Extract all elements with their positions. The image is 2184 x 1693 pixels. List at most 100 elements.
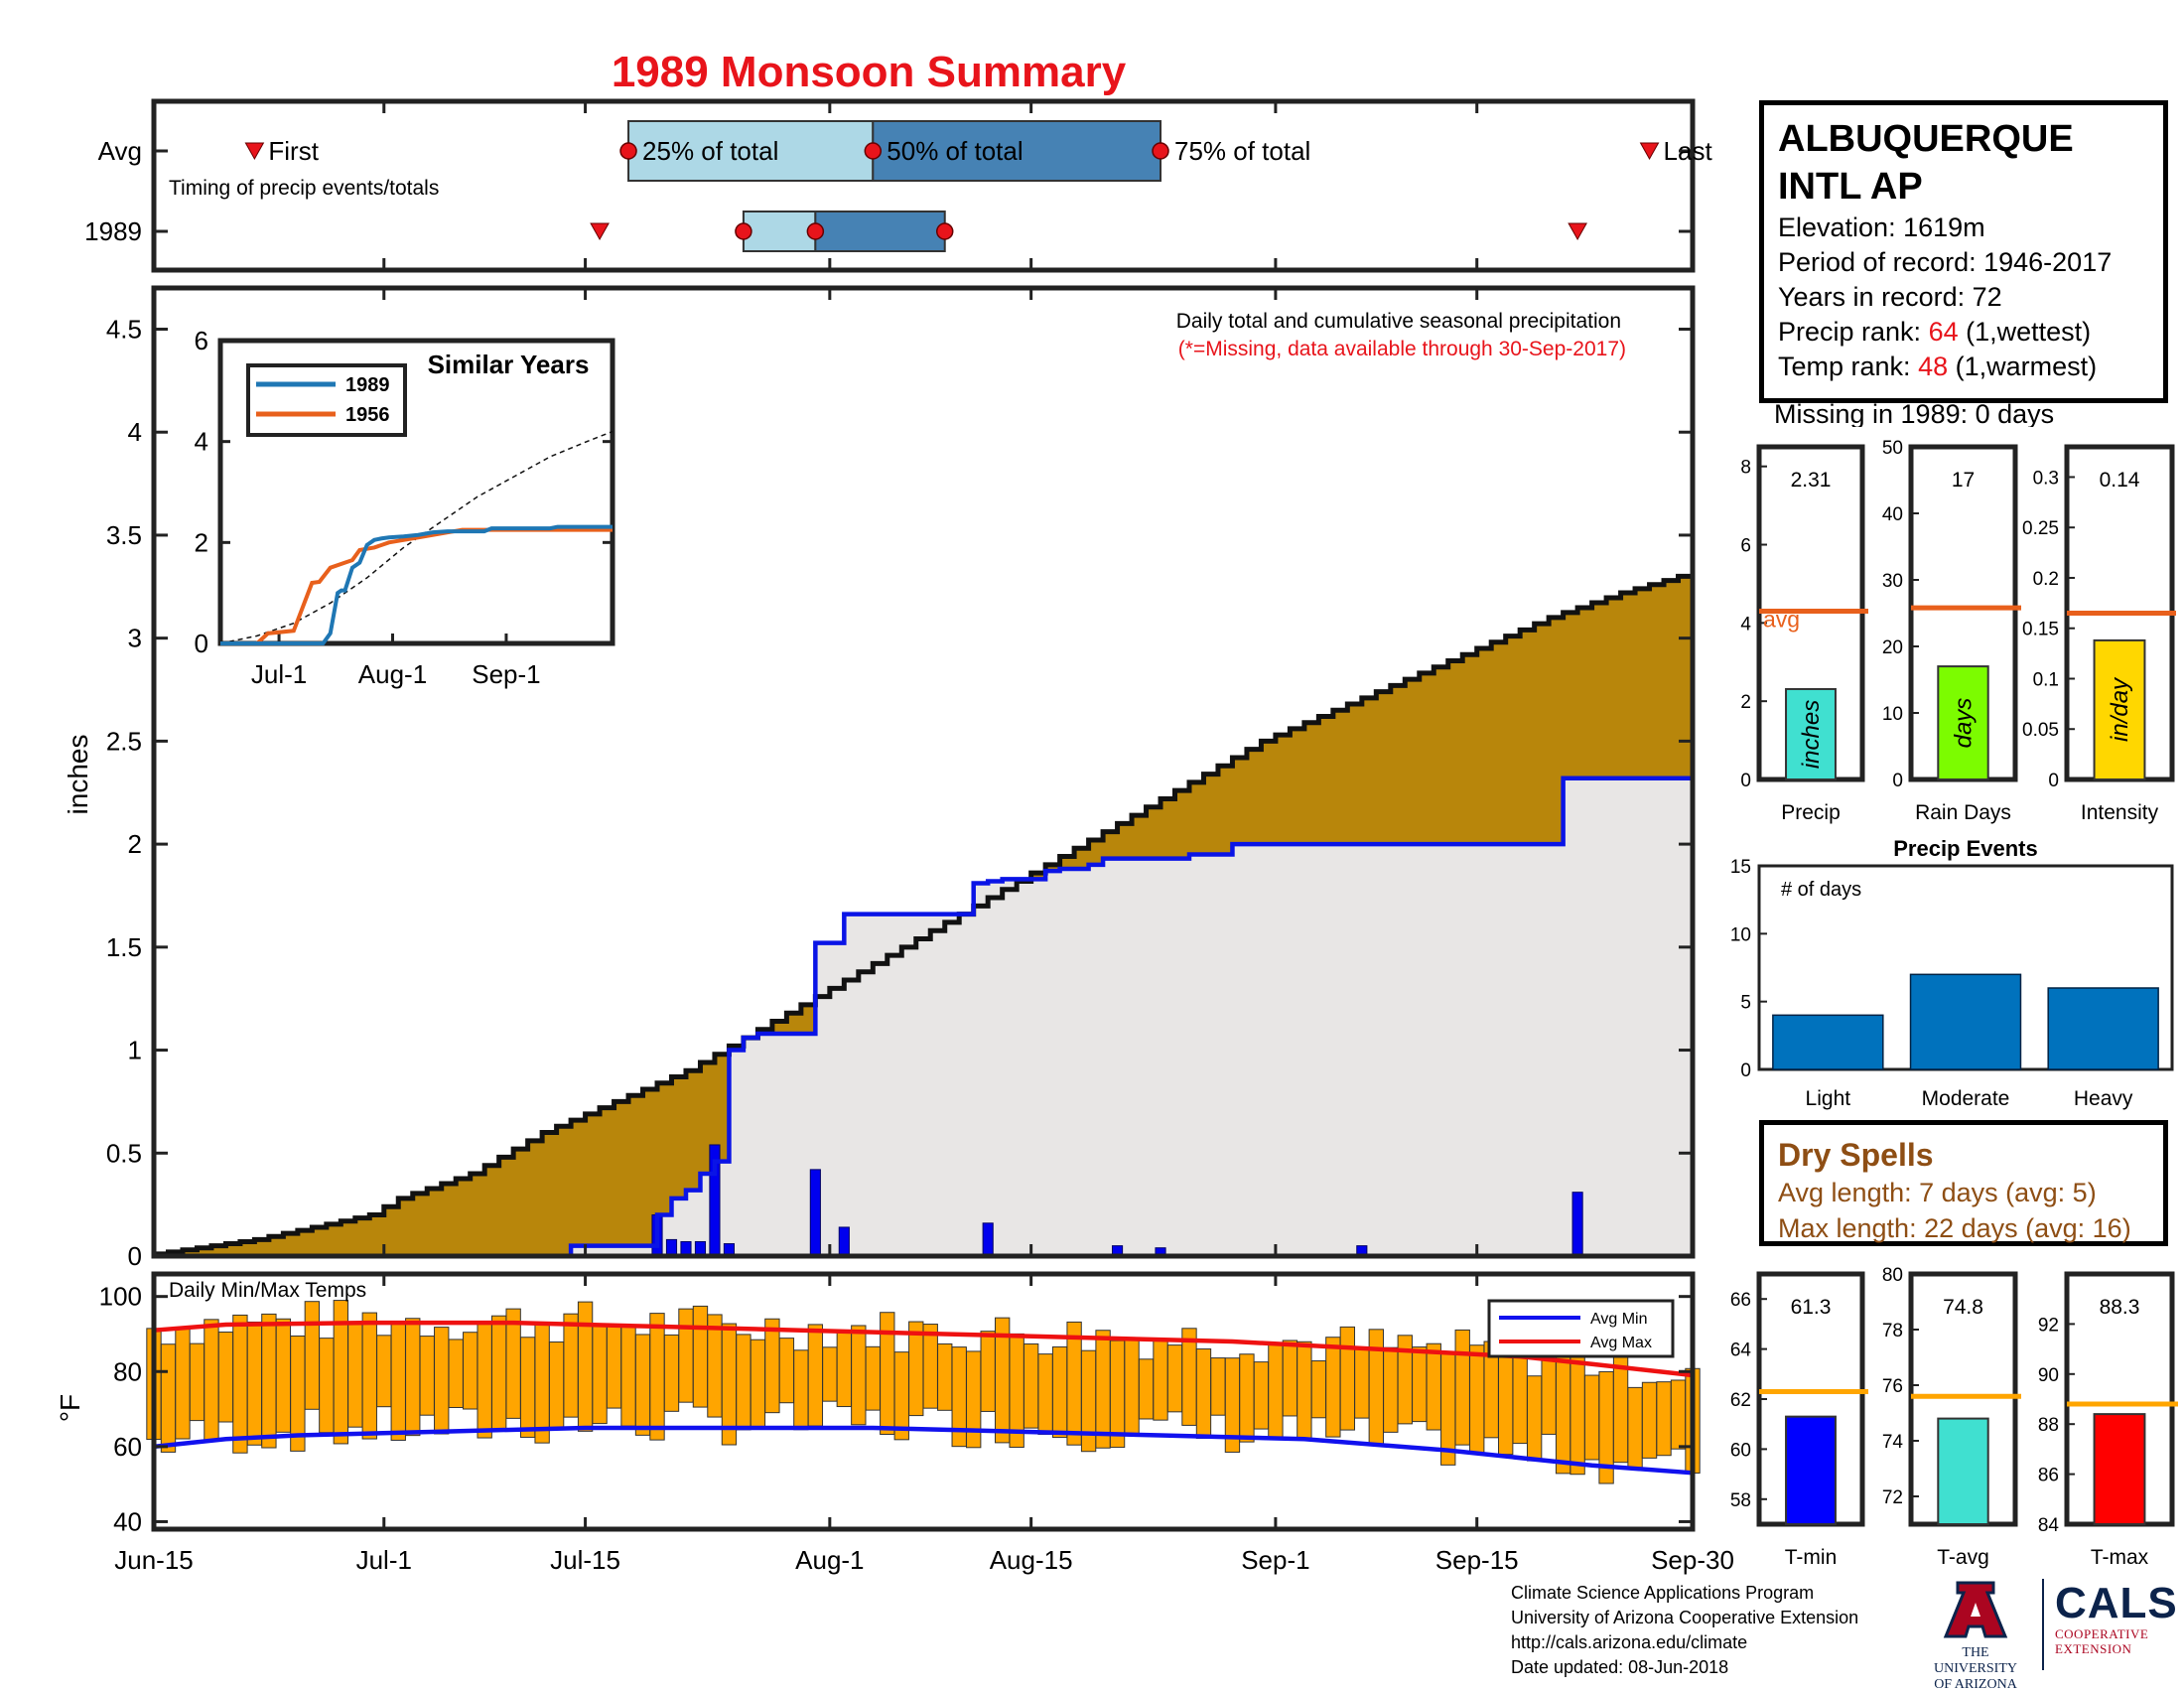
timing-box-25-50 — [742, 211, 817, 252]
footer-line1: Climate Science Applications Program — [1511, 1583, 1815, 1603]
temp-panel-T-avg-value-label: 74.8 — [1943, 1296, 1983, 1319]
daily-temp-bar — [1066, 1321, 1082, 1446]
daily-temp-bar — [1109, 1340, 1126, 1449]
precip-panel-Intensity-ytick-label: 0.05 — [2022, 720, 2059, 741]
timing-panel: Avg 1989 First Last 25% of total 50% of total… — [84, 98, 1713, 273]
temp-summary-bars: 58 60 62 64 66 61.3 T-min 72 74 76 78 80 74.8 T-avg 84… — [1730, 1265, 2178, 1569]
station-name-line1: ALBUQUERQUE — [1778, 118, 2074, 160]
daily-temp-bar — [217, 1332, 234, 1423]
precip-panel-Intensity-ytick-label: 0 — [2048, 771, 2059, 791]
precip-panel-Precip-unit: inches — [1798, 700, 1825, 769]
events-ylabel: # of days — [1781, 879, 1861, 901]
daily-temp-bar — [419, 1336, 435, 1416]
daily-temp-bar — [836, 1331, 853, 1408]
temps-frame — [151, 1271, 1696, 1532]
year-cumulative-area — [154, 777, 1693, 1256]
main-frame — [151, 285, 1696, 1259]
precip-panel-Intensity-unit: in/day — [2107, 676, 2133, 742]
daily-temp-bar — [319, 1338, 335, 1434]
station-info-box: ALBUQUERQUE INTL AP Elevation: 1619m Per… — [1759, 100, 2168, 403]
daily-temp-bar — [865, 1345, 881, 1411]
precip-panel-RainDays-value-label: 17 — [1952, 469, 1975, 492]
daily-temp-bar — [634, 1334, 651, 1436]
temp-panel-T-min-value-label: 61.3 — [1791, 1296, 1832, 1319]
precip-panel-Precip-ytick-label: 2 — [1740, 692, 1751, 713]
daily-temp-bar — [592, 1325, 608, 1425]
dry-spells-title: Dry Spells — [1778, 1137, 1934, 1173]
inset-ytick-label: 4 — [195, 427, 208, 457]
daily-temp-bar — [1153, 1339, 1168, 1421]
daily-temp-bar — [807, 1324, 824, 1427]
temp-panel-T-min-name: T-min — [1785, 1546, 1838, 1569]
main-ytick-label: 3 — [128, 624, 142, 653]
daily-temp-bar — [175, 1328, 191, 1440]
dry-spells-avg: Avg length: 7 days (avg: 5) — [1778, 1178, 2097, 1207]
temp-panel-T-max-ytick-label: 92 — [2038, 1315, 2059, 1336]
station-elevation: Elevation: 1619m — [1778, 212, 1985, 242]
page-title: 1989 Monsoon Summary — [611, 48, 1127, 96]
cals-logo: CALS COOPERATIVE EXTENSION — [2055, 1581, 2177, 1657]
inset-ytick-label: 0 — [195, 629, 208, 658]
temps-xtick-label: Sep-15 — [1435, 1545, 1519, 1575]
daily-temp-bar — [304, 1301, 321, 1410]
timing-first-marker — [244, 142, 265, 161]
cals-line2: EXTENSION — [2055, 1641, 2132, 1656]
university-of-arizona-logo: THE UNIVERSITY OF ARIZONA — [1926, 1579, 2025, 1693]
events-bar-light — [1772, 1014, 1884, 1070]
inset-ytick-label: 6 — [195, 326, 208, 355]
daily-temp-bar — [980, 1331, 996, 1412]
precip-panel-RainDays-ytick-label: 20 — [1882, 637, 1903, 658]
precip-panel-Intensity-ytick-label: 0.2 — [2033, 569, 2059, 590]
logo-divider — [2042, 1579, 2044, 1670]
temp-panel-T-min-bar — [1785, 1415, 1837, 1526]
main-ytick-label: 4 — [128, 417, 142, 447]
daily-temp-bar — [1612, 1343, 1629, 1464]
station-period: Period of record: 1946-2017 — [1778, 247, 2113, 277]
daily-temp-bar — [1656, 1381, 1672, 1457]
events-category-label: Heavy — [2074, 1087, 2133, 1110]
inset-legend-box — [246, 363, 407, 437]
daily-temp-bar — [678, 1308, 694, 1403]
timing-last-label: Last — [1664, 136, 1713, 166]
temps-xtick-label: Sep-30 — [1651, 1545, 1734, 1575]
precip-panel-RainDays-ytick-label: 30 — [1882, 571, 1903, 592]
inset-xtick-label: Jul-1 — [251, 659, 307, 689]
daily-temp-bar — [347, 1324, 363, 1428]
temp-rank-label: Temp rank: — [1778, 352, 1919, 381]
temps-title: Daily Min/Max Temps — [169, 1279, 366, 1302]
timing-p75-marker — [935, 222, 954, 240]
daily-temp-bar — [275, 1318, 292, 1433]
ua-line2: OF ARIZONA — [1934, 1677, 2017, 1692]
daily-temp-bar — [1138, 1358, 1155, 1420]
daily-temp-bar — [1297, 1340, 1312, 1439]
daily-temp-bar — [160, 1343, 177, 1453]
daily-temp-bar — [1037, 1353, 1053, 1436]
footer-line3[interactable]: http://cals.arizona.edu/climate — [1511, 1632, 1748, 1652]
daily-temp-bar — [649, 1313, 665, 1441]
main-ytick-label: 0 — [128, 1241, 142, 1271]
ua-line1: THE UNIVERSITY — [1934, 1645, 2017, 1676]
timing-p75-label: 75% of total — [1174, 136, 1310, 166]
precip-panel-Intensity-ytick-label: 0.25 — [2022, 518, 2059, 539]
events-title: Precip Events — [1893, 836, 2038, 861]
precip-panel-RainDays-ytick-label: 40 — [1882, 504, 1903, 525]
temp-panel-T-min-ytick-label: 60 — [1730, 1440, 1751, 1461]
precip-panel-Precip-bar — [1785, 687, 1837, 780]
inset-ytick-label: 2 — [195, 527, 208, 557]
events-bar-heavy — [2047, 987, 2159, 1070]
daily-temp-bar — [1541, 1357, 1557, 1435]
timing-box-50-75 — [814, 211, 946, 252]
main-ytick-label: 1 — [128, 1036, 142, 1065]
dry-spells-box: Dry Spells Avg length: 7 days (avg: 5) M… — [1759, 1120, 2168, 1246]
temp-panel-T-avg-ytick-label: 78 — [1882, 1321, 1903, 1341]
daily-temp-bar — [1526, 1375, 1543, 1462]
precip-panel-Intensity-ytick-label: 0.3 — [2033, 468, 2059, 489]
daily-temp-bar — [1641, 1381, 1658, 1459]
timing-last-marker — [1639, 142, 1660, 161]
timing-p50-marker — [806, 222, 825, 240]
temp-panel-T-avg-ytick-label: 80 — [1882, 1265, 1903, 1286]
avg-cumulative-line — [154, 572, 1696, 1257]
daily-precip-bar — [838, 1226, 850, 1257]
daily-temp-bar — [764, 1318, 780, 1414]
temp-panel-T-max-ytick-label: 88 — [2038, 1415, 2059, 1436]
